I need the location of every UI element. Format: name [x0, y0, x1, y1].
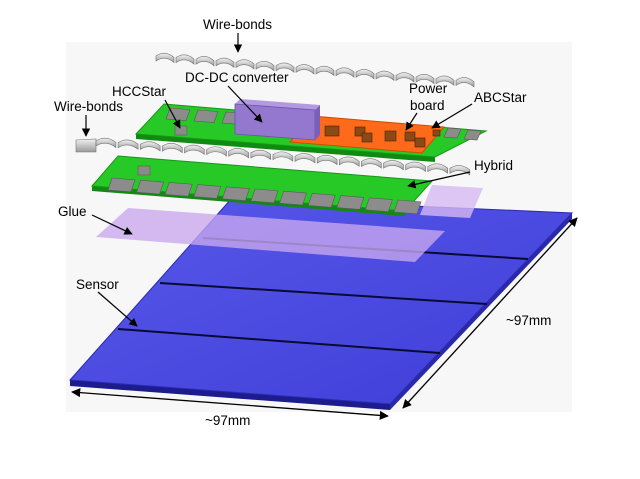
wire-bond-arch-icon: [395, 72, 415, 83]
wire-bond-arch-icon: [361, 158, 382, 169]
wire-bond-arch-icon: [228, 148, 249, 159]
wire-bond-arch-icon: [455, 77, 475, 88]
dimension-arrow-bottom: [71, 388, 389, 420]
wire-bond-arch-icon: [255, 61, 275, 72]
label-wire-bonds-left: Wire-bonds: [54, 99, 123, 114]
leader-dcdc: [227, 85, 263, 123]
label-wire-bonds-top: Wire-bonds: [203, 17, 272, 32]
wire-bond-arch-icon: [95, 137, 117, 149]
asic-chip-icon: [463, 129, 482, 141]
wire-bond-arch-icon: [435, 75, 455, 86]
asic-chip-icon: [279, 190, 308, 206]
power-board-components: [324, 125, 441, 148]
hybrid: [90, 155, 434, 216]
leader-power-board: [405, 112, 418, 131]
label-dim-right: ~97mm: [506, 313, 551, 328]
sensor-strip-line-3: [117, 328, 441, 354]
leader-sensor: [97, 291, 138, 327]
wire-bonds-left-group: [75, 137, 471, 176]
power-component: [404, 131, 416, 142]
glue-layer-right: [420, 185, 483, 218]
power-component: [354, 126, 366, 137]
wire-bond-arch-icon: [139, 141, 161, 152]
dcdc-top: [235, 99, 320, 110]
asic-chip-icon: [307, 193, 336, 208]
wire-bond-arch-icon: [155, 52, 175, 64]
wire-bond-arch-icon: [355, 69, 375, 80]
power-component: [324, 125, 340, 137]
asic-chip-icon: [193, 109, 219, 123]
dimension-arrow-right: [402, 217, 578, 409]
label-dim-bottom: ~97mm: [205, 413, 250, 428]
power-component: [361, 132, 373, 143]
wire-bond-arch-icon: [250, 149, 272, 161]
label-dcdc-converter: DC-DC converter: [185, 70, 289, 85]
asic-chip-icon: [193, 184, 222, 199]
label-abcstar: ABCStar: [474, 90, 527, 105]
wire-bond-arch-icon: [375, 70, 395, 81]
upper-hybrid: [134, 99, 488, 162]
wire-bond-arch-icon: [215, 57, 235, 68]
leader-abcstar: [431, 103, 473, 129]
dcdc-side: [315, 105, 320, 140]
leader-glue: [91, 214, 133, 235]
label-hccstar: HCCStar: [112, 84, 167, 99]
power-component: [384, 130, 397, 142]
hybrid-small-chip: [137, 165, 151, 176]
wire-bond-strip-left: [75, 138, 97, 153]
dcdc-converter: [234, 99, 320, 141]
glue-layer-left: [96, 208, 445, 262]
asic-chip-icon: [165, 107, 191, 121]
label-hybrid: Hybrid: [474, 158, 513, 173]
label-sensor: Sensor: [76, 277, 119, 292]
wire-bond-arch-icon: [316, 155, 338, 166]
wire-bond-arch-icon: [184, 144, 205, 155]
asic-chip-icon: [136, 179, 165, 195]
label-power-board-1: Power: [409, 81, 448, 96]
wire-bond-arch-icon: [295, 64, 315, 75]
dcdc-front: [234, 103, 316, 141]
wire-bond-arch-icon: [195, 56, 215, 67]
leader-hccstar: [164, 99, 181, 129]
wire-bond-arch-icon: [117, 139, 139, 150]
wire-bond-arch-icon: [294, 153, 316, 164]
power-component: [432, 129, 441, 137]
wire-bond-arch-icon: [162, 143, 183, 154]
label-power-board-2: board: [410, 98, 445, 113]
wire-bond-arch-icon: [175, 54, 195, 65]
asic-chip-icon: [164, 182, 193, 197]
hybrid-abcstar-chips: [107, 177, 422, 215]
wire-bond-arch-icon: [206, 146, 227, 157]
wire-bond-arch-icon: [415, 74, 435, 85]
wire-bond-arch-icon: [272, 151, 294, 162]
wire-bond-arch-icon: [235, 59, 255, 70]
hccstar-chip: [174, 125, 188, 136]
wire-bond-arch-icon: [338, 156, 360, 167]
wire-bond-arch-icon: [315, 65, 335, 77]
leader-lines: [81, 33, 473, 327]
wire-bond-arch-icon: [335, 67, 355, 78]
power-component: [414, 137, 426, 148]
asic-chip-icon: [250, 188, 279, 204]
wire-bond-arch-icon: [449, 165, 471, 176]
wire-bond-arch-icon: [275, 62, 295, 73]
wire-bond-arch-icon: [405, 161, 426, 173]
asic-chip-icon: [107, 177, 136, 193]
leader-hybrid: [407, 171, 471, 189]
wire-bond-arch-icon: [383, 160, 404, 171]
upper-pcb-edge: [136, 134, 435, 162]
asic-chip-icon: [364, 197, 393, 212]
asic-chip-icon: [443, 127, 462, 139]
wire-bond-arch-icon: [427, 163, 448, 174]
asic-chip-icon: [393, 199, 422, 215]
asic-chip-icon: [336, 195, 365, 210]
asic-chip-icon: [221, 186, 250, 201]
label-glue: Glue: [58, 204, 87, 219]
wire-bonds-top-group: [155, 52, 475, 88]
